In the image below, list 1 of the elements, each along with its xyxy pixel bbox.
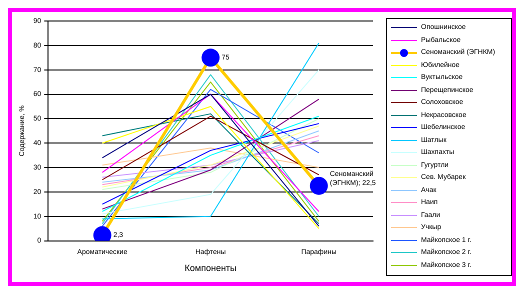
x-axis-title: Компоненты [184, 263, 237, 274]
